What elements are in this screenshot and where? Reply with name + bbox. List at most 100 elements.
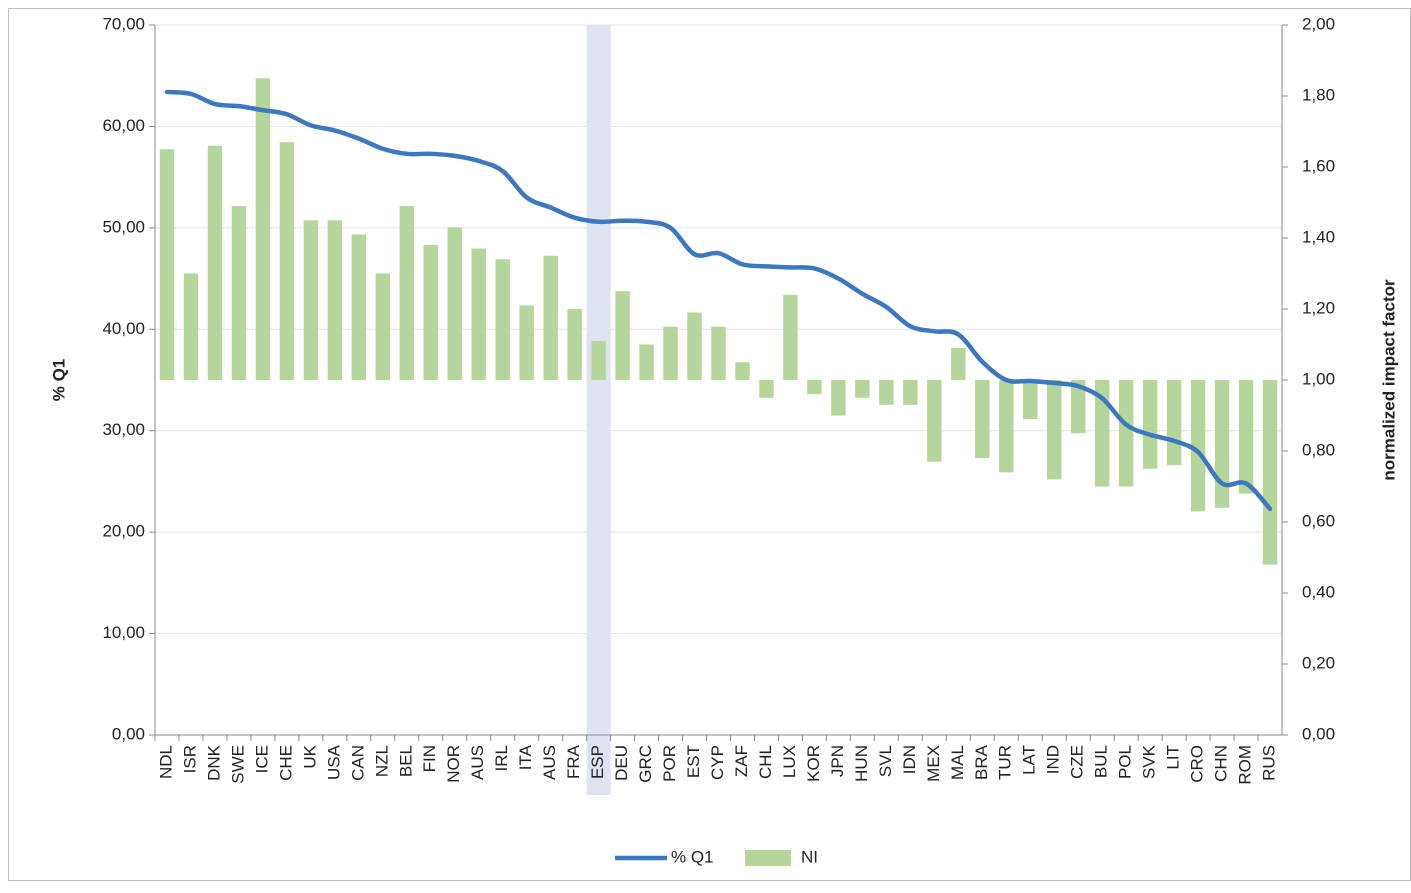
bar xyxy=(1047,380,1062,480)
x-tick-label: UK xyxy=(300,744,319,768)
x-tick-label: DEU xyxy=(612,745,631,781)
x-tick-label: ISR xyxy=(180,745,199,773)
y-axis-title: % Q1 xyxy=(49,359,68,402)
bar xyxy=(519,305,534,380)
bar xyxy=(615,291,630,380)
bar xyxy=(303,220,319,380)
bar xyxy=(639,344,654,380)
x-tick-label: CYP xyxy=(708,745,727,780)
x-tick-label: POL xyxy=(1116,745,1135,779)
bar xyxy=(255,78,271,380)
x-tick-label: LUX xyxy=(780,745,799,778)
x-tick-label: CAN xyxy=(348,745,367,781)
bar xyxy=(927,380,942,462)
x-tick-label: SVK xyxy=(1140,744,1159,779)
y2-tick-label: 0,60 xyxy=(1302,511,1335,530)
x-tick-label: SVL xyxy=(876,745,895,777)
bar xyxy=(1070,380,1086,434)
bar xyxy=(711,326,726,380)
y2-tick-label: 0,80 xyxy=(1302,440,1335,459)
y2-tick-label: 1,40 xyxy=(1302,227,1335,246)
x-tick-label: ZAF xyxy=(732,745,751,777)
bar xyxy=(759,380,774,398)
x-tick-label: POR xyxy=(660,745,679,782)
x-tick-label: BRA xyxy=(972,744,991,780)
y2-tick-label: 0,20 xyxy=(1302,653,1335,672)
x-tick-label: IDN xyxy=(900,745,919,774)
bar xyxy=(207,145,223,380)
y-tick-label: 60,00 xyxy=(102,116,145,135)
bar xyxy=(783,294,798,380)
x-tick-label: CHE xyxy=(276,745,295,781)
x-tick-label: JPN xyxy=(828,745,847,777)
bar xyxy=(879,380,894,405)
legend-swatch xyxy=(745,850,791,866)
y-tick-label: 70,00 xyxy=(102,14,145,33)
x-tick-label: DNK xyxy=(204,744,223,781)
bar xyxy=(735,362,750,380)
x-tick-label: GRC xyxy=(636,745,655,783)
x-tick-label: CZE xyxy=(1068,745,1087,779)
bar xyxy=(663,326,678,380)
y2-tick-label: 0,40 xyxy=(1302,582,1335,601)
y-tick-label: 50,00 xyxy=(102,217,145,236)
bar xyxy=(831,380,846,416)
y2-tick-label: 2,00 xyxy=(1302,14,1335,33)
y2-axis-title: normalized impact factor xyxy=(1379,279,1398,481)
x-tick-label: NZL xyxy=(372,745,391,777)
bar xyxy=(807,380,822,395)
x-tick-label: IND xyxy=(1044,745,1063,774)
line xyxy=(164,89,1273,512)
x-tick-label: LAT xyxy=(1020,745,1039,775)
x-tick-label: NOR xyxy=(444,745,463,783)
x-tick-label: NDL xyxy=(156,745,175,779)
bar xyxy=(471,248,486,380)
x-tick-label: IRL xyxy=(492,745,511,771)
x-tick-label: AUS xyxy=(540,745,559,780)
x-tick-label: BEL xyxy=(396,745,415,777)
bar xyxy=(903,380,918,405)
x-tick-label: MAL xyxy=(948,745,967,780)
bar xyxy=(231,206,247,380)
y-tick-label: 30,00 xyxy=(102,420,145,439)
x-tick-label: LIT xyxy=(1164,745,1183,770)
bar xyxy=(567,309,582,380)
y2-tick-label: 0,00 xyxy=(1302,724,1335,743)
x-tick-label: ITA xyxy=(516,744,535,770)
legend-label: NI xyxy=(801,847,818,866)
x-tick-label: ROM xyxy=(1236,745,1255,785)
bar xyxy=(1166,380,1182,466)
x-tick-label: HUN xyxy=(852,745,871,782)
x-tick-label: TUR xyxy=(996,745,1015,780)
bar xyxy=(687,312,702,380)
bar xyxy=(1262,380,1278,565)
bar xyxy=(855,380,870,398)
y2-tick-label: 1,20 xyxy=(1302,298,1335,317)
bar xyxy=(1190,380,1206,512)
y-tick-label: 10,00 xyxy=(102,623,145,642)
bar xyxy=(1142,380,1158,469)
legend-label: % Q1 xyxy=(671,847,714,866)
x-tick-label: RUS xyxy=(1259,745,1278,781)
bar xyxy=(1238,380,1254,494)
bar xyxy=(447,227,462,380)
bar xyxy=(975,380,990,459)
x-tick-label: EST xyxy=(684,745,703,778)
bar xyxy=(1118,380,1134,487)
bar xyxy=(543,255,558,380)
bar xyxy=(183,273,199,380)
x-tick-label: MEX xyxy=(924,745,943,782)
y2-tick-label: 1,80 xyxy=(1302,85,1335,104)
bar xyxy=(1023,380,1038,420)
x-tick-label: AUS xyxy=(468,745,487,780)
x-tick-label: CHL xyxy=(756,745,775,779)
x-tick-label: SWE xyxy=(228,745,247,784)
bar xyxy=(399,206,414,380)
x-tick-label: ESP xyxy=(588,745,607,779)
bar xyxy=(423,245,438,380)
y-tick-label: 20,00 xyxy=(102,522,145,541)
x-tick-label: BUL xyxy=(1092,745,1111,778)
x-tick-label: FIN xyxy=(420,745,439,772)
bar xyxy=(327,220,343,380)
